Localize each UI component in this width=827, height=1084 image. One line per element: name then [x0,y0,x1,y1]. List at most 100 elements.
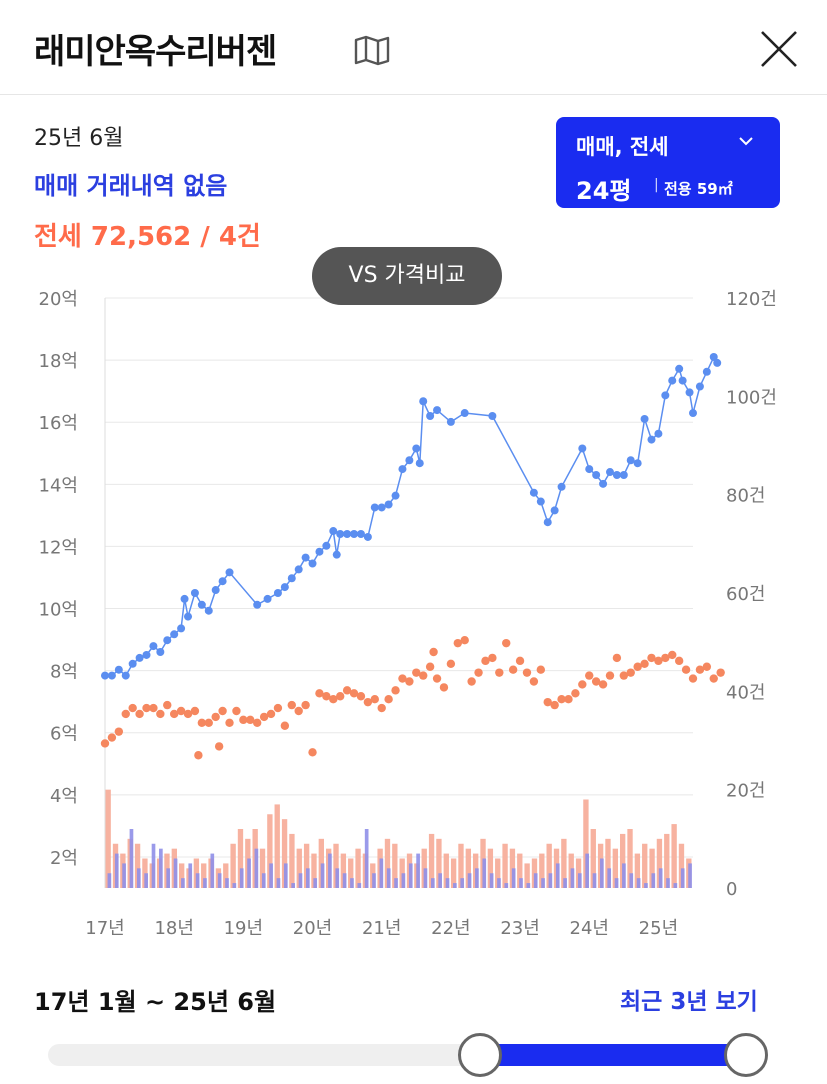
sale-volume-bar [658,868,663,888]
sale-price-point [218,577,227,586]
sale-price-point [713,358,722,367]
jeonse-volume-bar [333,843,339,888]
sale-price-point [536,497,545,506]
sale-volume-bar [592,873,597,888]
jeonse-price-point [107,733,117,742]
sale-price-point [121,671,130,680]
sale-price-point [263,594,272,603]
slider-end-handle[interactable] [724,1033,768,1077]
sale-price-point [619,471,628,479]
sale-price-point [322,541,331,550]
jeonse-volume-bar [223,863,229,888]
jeonse-volume-bar [392,843,398,888]
sale-volume-bar [342,873,347,888]
price-chart[interactable]: 20억 18억 16억 14억 12억 10억 8억 6억 4억 2억 120건 100건 80건 60건… [0,280,827,960]
jeonse-price-point [204,718,213,727]
jeonse-price-point [232,706,241,716]
period-slider-fill [480,1044,747,1066]
compare-button[interactable]: VS 가격비교 [312,247,502,305]
deal-type-filter-button[interactable]: 매매, 전세 24평 | 전용 59㎡ [556,117,780,208]
jeonse-price-point [100,739,110,748]
jeonse-volume-bar [289,833,295,888]
sale-price-point [557,482,566,491]
sale-price-point [363,532,372,541]
jeonse-price-point [681,665,691,674]
recent-3-years-link[interactable]: 최근 3년 보기 [620,989,758,1015]
jeonse-price-point [128,703,137,713]
close-icon[interactable] [754,24,804,74]
jeonse-price-point [156,709,165,719]
jeonse-volume-bar [583,799,589,888]
jeonse-price-point [391,686,400,695]
y-tick-label-right: 80건 [726,486,765,507]
sale-volume-bar [555,863,560,888]
jeonse-price-point [183,709,193,719]
jeonse-volume-bar [237,829,244,888]
jeonse-volume-bar [664,833,670,888]
jeonse-price-point [259,712,269,722]
sale-volume-bar [144,873,148,888]
jeonse-price-point [315,689,324,698]
sale-volume-bar [394,878,398,888]
y-tick-label-left: 2억 [50,848,78,869]
sale-price-point [225,568,234,577]
sale-volume-bar [188,863,193,888]
jeonse-price-point [674,656,684,666]
sale-price-point [578,444,587,453]
jeonse-volume-bar [502,843,508,888]
sale-price-point [647,435,656,444]
sale-volume-bar [166,868,171,888]
sale-price-point [135,653,144,662]
period-range: 17년 1월 ~ 25년 6월 [34,988,277,1016]
jeonse-volume-bar [634,853,641,888]
sale-volume-bar [408,863,413,888]
sale-volume-bar [504,883,509,888]
slider-start-handle[interactable] [458,1033,502,1077]
jeonse-price-point [377,703,386,713]
jeonse-price-point [585,671,594,680]
sale-price-point [280,583,289,592]
jeonse-volume-bar [311,853,317,888]
sale-volume-bar [239,868,244,888]
y-tick-label-left: 6억 [50,724,78,745]
jeonse-volume-bar [296,848,302,888]
sale-volume-bar [181,878,185,888]
map-icon[interactable] [352,34,392,66]
jeonse-price-point [322,692,331,701]
sale-price-point [689,409,697,418]
sale-price-point [101,671,109,680]
jeonse-status: 전세 72,562 / 4건 [34,222,261,252]
y-tick-label-right: 60건 [726,584,765,605]
jeonse-volume-bar [201,863,207,888]
y-tick-label-left: 16억 [39,413,78,434]
sale-volume-bar [372,873,376,888]
jeonse-price-point [557,695,566,704]
jeonse-price-point [308,748,317,757]
jeonse-price-point [688,674,698,683]
jeonse-price-point [176,706,186,716]
sale-volume-bar [636,878,641,888]
jeonse-volume-bar [267,814,273,888]
jeonse-volume-bar [105,789,111,888]
jeonse-price-point [336,692,345,701]
sale-price-point [426,412,435,420]
sale-volume-bar [585,853,589,888]
sale-volume-bar [357,883,362,888]
jeonse-price-point [273,703,283,713]
sale-volume-bar [261,873,266,888]
sale-volume-bar [607,868,612,888]
jeonse-price-point [342,686,352,695]
sale-volume-bar [489,873,494,888]
sale-volume-bar [379,858,384,888]
x-tick-label: 18년 [154,918,193,939]
sale-volume-bar [136,868,141,888]
jeonse-price-point [661,653,670,663]
sale-volume-bar [497,878,501,888]
jeonse-price-point [412,668,421,677]
sale-volume-bar [673,883,678,888]
sale-price-point [488,412,497,420]
jeonse-price-point [190,706,200,716]
jeonse-price-point [460,636,469,645]
jeonse-price-point [398,674,407,683]
sale-volume-bar [688,863,692,888]
